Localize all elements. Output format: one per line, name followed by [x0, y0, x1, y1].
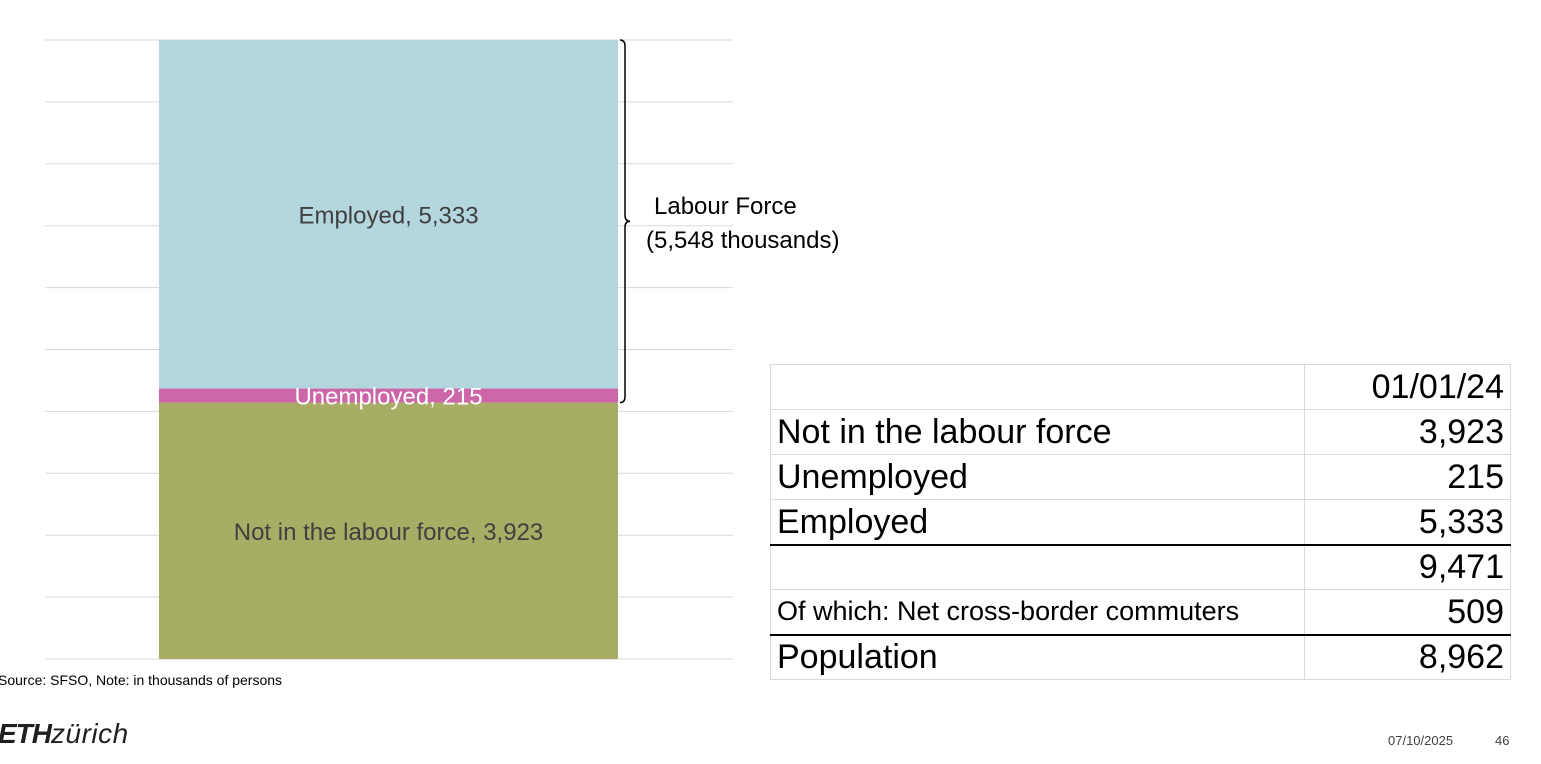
summary-table: 01/01/24 Not in the labour force 3,923 U…	[770, 364, 1511, 680]
row-label: Of which: Net cross-border commuters	[770, 589, 1305, 636]
source-note: Source: SFSO, Note: in thousands of pers…	[0, 672, 283, 688]
bar-segment-unemployed	[159, 388, 618, 403]
row-label: Not in the labour force	[770, 409, 1305, 455]
table-row: Unemployed 215	[770, 454, 1511, 500]
table-header-label	[770, 364, 1305, 410]
row-label	[770, 544, 1305, 590]
row-label: Unemployed	[770, 454, 1305, 500]
eth-zurich-logo: ETHzürich	[0, 718, 129, 750]
page-number: 46	[1495, 733, 1510, 748]
bar-label-employed: Employed, 5,333	[298, 202, 478, 229]
footer-date: 07/10/2025	[1388, 733, 1454, 748]
table-row: Of which: Net cross-border commuters 509	[770, 589, 1511, 636]
bar-segment-not-in-the-labour-force	[159, 402, 618, 659]
labour-force-brace	[619, 39, 631, 404]
row-value: 8,962	[1304, 634, 1511, 680]
row-value: 215	[1304, 454, 1511, 500]
row-label: Employed	[770, 499, 1305, 546]
table-row: Not in the labour force 3,923	[770, 409, 1511, 455]
bar-segments	[159, 40, 618, 659]
bar-labels: Not in the labour force, 3,923 Unemployed…	[234, 202, 544, 546]
bar-segment-employed	[159, 40, 618, 389]
row-value: 3,923	[1304, 409, 1511, 455]
logo-zurich: zürich	[51, 718, 129, 749]
row-value: 5,333	[1304, 499, 1511, 546]
logo-eth: ETH	[0, 718, 52, 749]
bar-label-not-in-the-labour-force: Not in the labour force, 3,923	[234, 519, 544, 546]
table-row-total: 9,471	[770, 544, 1511, 590]
labour-force-annotation-value: (5,548 thousands)	[646, 227, 839, 254]
table-header-row: 01/01/24	[770, 364, 1511, 410]
row-value: 9,471	[1304, 544, 1511, 590]
table-row-population: Population 8,962	[770, 634, 1511, 680]
row-label: Population	[770, 634, 1305, 680]
table-row: Employed 5,333	[770, 499, 1511, 546]
table-header-date: 01/01/24	[1304, 364, 1511, 410]
labour-force-annotation-title: Labour Force	[654, 193, 797, 220]
bar-label-unemployed: Unemployed, 215	[294, 384, 482, 411]
row-value: 509	[1304, 589, 1511, 636]
